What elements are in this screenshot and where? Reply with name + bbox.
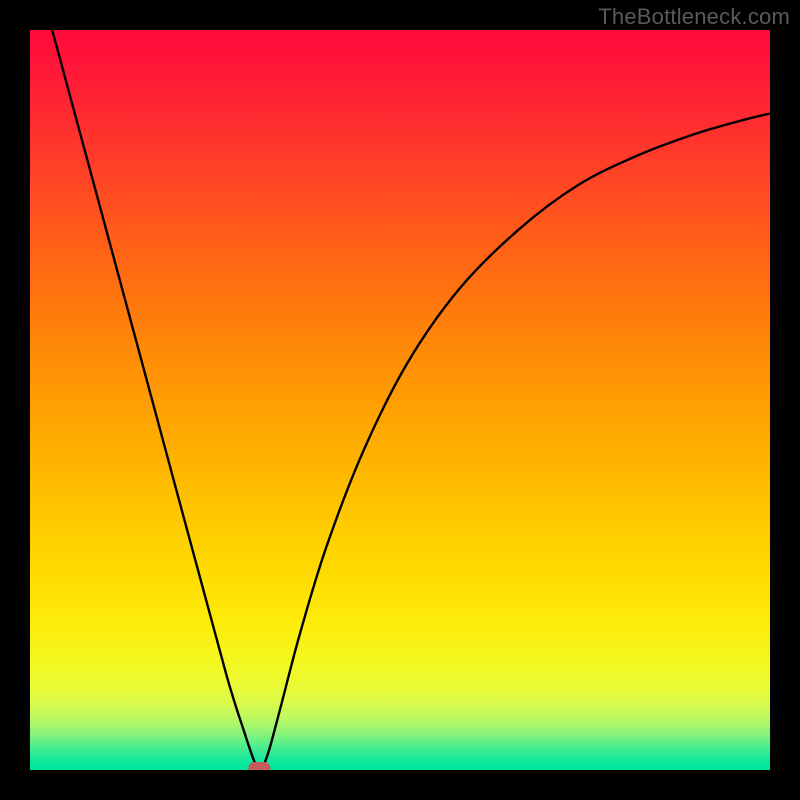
bottleneck-chart — [0, 0, 800, 800]
chart-container: { "watermark": { "text": "TheBottleneck.… — [0, 0, 800, 800]
watermark-text: TheBottleneck.com — [598, 4, 790, 30]
plot-background-gradient — [30, 30, 770, 770]
